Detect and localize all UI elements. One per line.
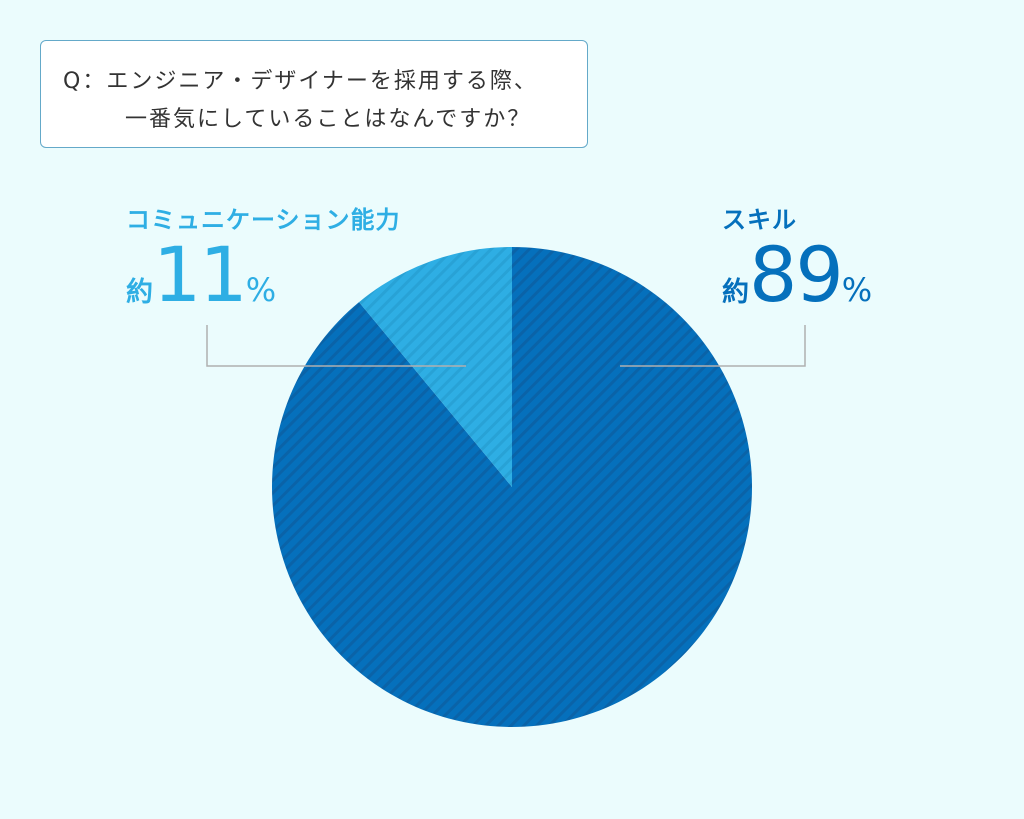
leader-line-communication: [206, 325, 466, 367]
question-line-2: 一番気にしていることはなんですか？: [125, 107, 532, 132]
label-skill: スキル 約89%: [722, 200, 872, 313]
communication-value-row: 約11%: [126, 237, 401, 313]
skill-percent: 89: [749, 230, 844, 319]
label-communication: コミュニケーション能力 約11%: [126, 200, 401, 313]
pie-slice-communication: [359, 247, 512, 487]
skill-approx: 約: [722, 277, 749, 308]
skill-value-row: 約89%: [722, 237, 872, 313]
communication-name: コミュニケーション能力: [126, 206, 401, 234]
communication-percent: 11: [153, 230, 248, 319]
skill-percent-sign: %: [841, 271, 873, 309]
pie-slice-skill: [272, 247, 753, 728]
communication-approx: 約: [126, 277, 153, 308]
leader-line-skill: [620, 325, 806, 367]
question-line-1: Q：エンジニア・デザイナーを採用する際、: [63, 69, 538, 94]
skill-name: スキル: [722, 206, 797, 234]
communication-percent-sign: %: [245, 271, 277, 309]
question-box: Q：エンジニア・デザイナーを採用する際、 一番気にしていることはなんですか？: [40, 40, 588, 148]
